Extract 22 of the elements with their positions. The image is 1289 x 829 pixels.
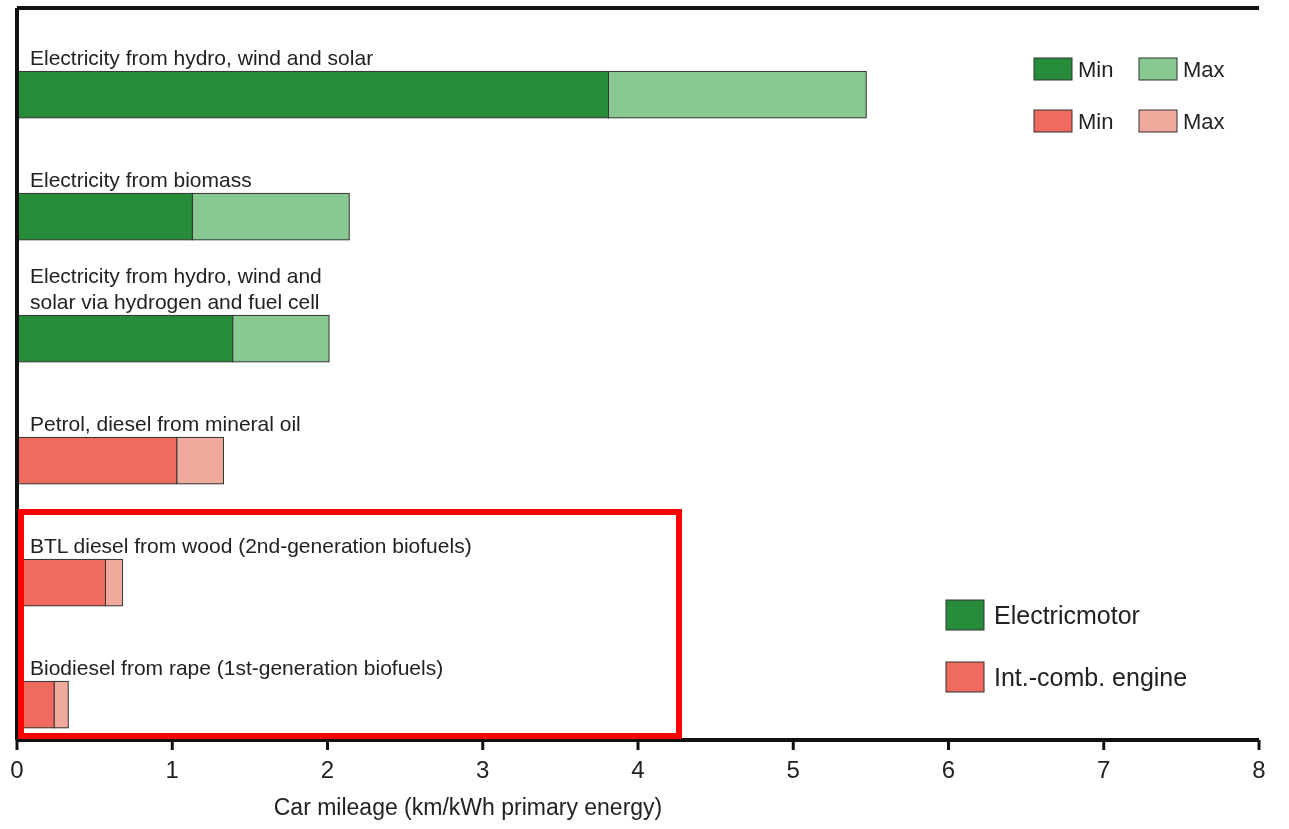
annotation: Int.-comb. engine <box>994 663 1188 691</box>
y-tick-label: Electricity from hydro, wind and solar <box>30 46 374 70</box>
x-tick-label: 8 <box>1252 756 1266 783</box>
legend-label: Max <box>1183 57 1225 82</box>
x-tick-label: 6 <box>941 756 956 783</box>
y-tick-label: Electricity from hydro, wind and solar via hydrogen and fuel cell <box>30 264 322 314</box>
x-tick-label: 3 <box>476 756 490 783</box>
legend-label: Min <box>1078 109 1114 134</box>
y-tick-label: Biodiesel from rape (1st-generation biofuels) <box>30 656 444 680</box>
x-tick-label: 0 <box>10 756 24 783</box>
x-tick-label: 7 <box>1097 756 1111 783</box>
legend-label: Max <box>1183 109 1225 134</box>
y-tick-label: BTL diesel from wood (2nd-generation biofuels) <box>30 534 472 558</box>
x-tick-label: 1 <box>165 756 179 783</box>
y-tick-label: Petrol, diesel from mineral oil <box>30 412 301 436</box>
annotation: Electricmotor <box>994 601 1140 629</box>
x-tick-label: 4 <box>631 756 645 783</box>
legend-label: Min <box>1078 57 1114 82</box>
y-tick-label: Electricity from biomass <box>30 168 252 192</box>
x-axis-title: Car mileage (km/kWh primary energy) <box>273 794 663 820</box>
x-tick-label: 5 <box>786 756 800 783</box>
x-tick-label: 2 <box>320 756 335 783</box>
